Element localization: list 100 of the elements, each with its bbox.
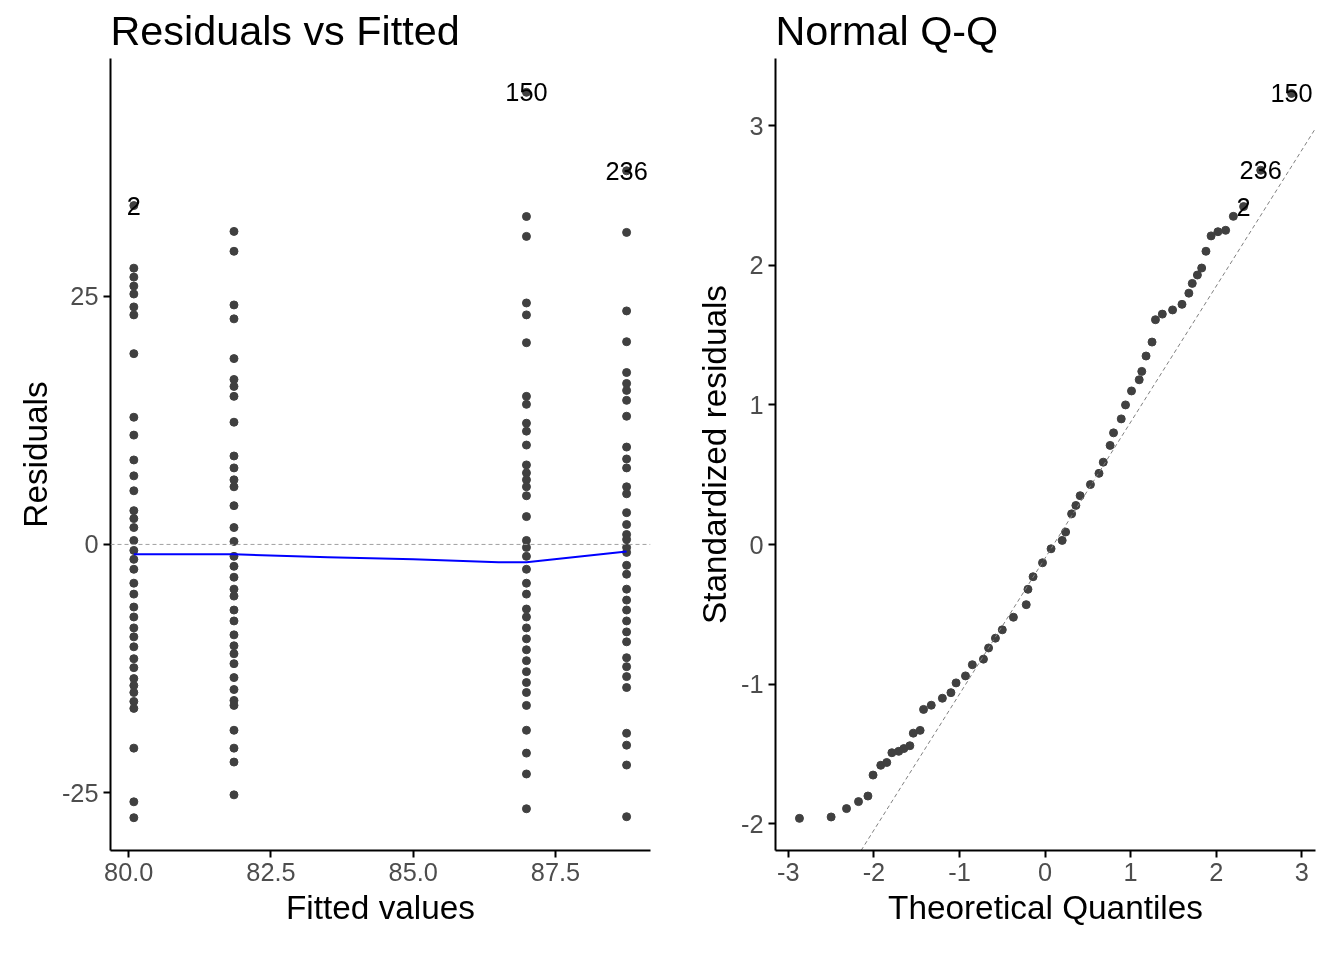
point — [129, 523, 139, 533]
point — [622, 560, 632, 570]
point — [521, 564, 531, 574]
point — [129, 471, 139, 481]
point — [229, 685, 239, 695]
point — [229, 605, 239, 615]
point — [521, 535, 531, 545]
point — [521, 748, 531, 758]
point — [129, 642, 139, 652]
annotation: 236 — [605, 156, 648, 185]
point — [521, 725, 531, 735]
point — [229, 451, 239, 461]
point — [229, 616, 239, 626]
x-tick-label: -2 — [862, 857, 886, 886]
point — [229, 572, 239, 582]
x-tick-label: 2 — [1209, 857, 1224, 886]
point — [521, 310, 531, 320]
point — [129, 545, 139, 555]
point — [521, 589, 531, 599]
point — [129, 486, 139, 496]
point — [521, 212, 531, 221]
point — [521, 338, 531, 348]
y-tick-label: 2 — [749, 251, 764, 280]
point — [622, 508, 632, 518]
point — [521, 688, 531, 697]
point — [129, 272, 139, 282]
point — [622, 728, 632, 738]
x-tick-label: 3 — [1294, 857, 1309, 886]
point — [229, 757, 239, 767]
point — [229, 246, 239, 256]
point — [129, 455, 139, 465]
point — [622, 411, 632, 421]
point — [129, 506, 139, 516]
point — [229, 584, 239, 594]
x-tick-label: -1 — [948, 857, 971, 886]
point — [622, 740, 632, 750]
point — [622, 337, 632, 347]
point — [622, 454, 632, 464]
point — [622, 489, 632, 499]
point — [229, 523, 239, 533]
x-tick-label: 87.5 — [530, 857, 581, 886]
point — [129, 412, 139, 422]
point — [229, 561, 239, 571]
point — [622, 627, 632, 637]
x-axis-title: Fitted values — [286, 888, 475, 926]
y-tick-label: 3 — [749, 111, 764, 140]
point — [521, 656, 531, 666]
point — [622, 584, 632, 594]
point — [229, 591, 239, 601]
point — [229, 354, 239, 364]
point — [229, 659, 239, 669]
point — [229, 226, 239, 236]
chart-title: Normal Q-Q — [775, 7, 999, 54]
point — [521, 612, 531, 622]
point — [521, 460, 531, 470]
point — [229, 630, 239, 640]
point — [622, 637, 632, 647]
point — [129, 813, 139, 823]
point — [521, 426, 531, 436]
point — [521, 391, 531, 401]
point — [521, 298, 531, 308]
point — [622, 378, 632, 388]
point — [521, 512, 531, 522]
annotation: 236 — [1239, 156, 1282, 185]
point — [129, 514, 139, 524]
y-tick-label: 1 — [749, 390, 764, 419]
point — [521, 700, 531, 710]
point — [129, 289, 139, 299]
x-axis-title: Theoretical Quantiles — [888, 888, 1203, 926]
point — [229, 641, 239, 651]
annotation: 150 — [505, 78, 548, 107]
x-tick-label: 85.0 — [388, 857, 438, 886]
point — [622, 227, 632, 237]
point — [521, 399, 531, 409]
point — [229, 463, 239, 473]
point — [129, 696, 139, 706]
point — [622, 605, 632, 615]
x-tick-label: 1 — [1123, 857, 1138, 886]
annotation: 150 — [1270, 79, 1313, 108]
point — [622, 595, 632, 605]
point — [129, 688, 139, 697]
point — [622, 760, 632, 770]
point — [129, 632, 139, 642]
y-axis-title: Residuals — [16, 381, 54, 528]
point — [129, 281, 139, 291]
point — [521, 551, 531, 561]
x-tick-label: 0 — [1038, 857, 1053, 886]
point — [129, 564, 139, 574]
point — [521, 231, 531, 241]
point — [622, 368, 632, 378]
point — [622, 653, 632, 663]
point — [521, 645, 531, 655]
point — [622, 616, 632, 626]
point — [129, 602, 139, 612]
y-tick-label: 0 — [84, 530, 99, 559]
point — [129, 302, 139, 312]
point — [521, 491, 531, 501]
point — [622, 306, 632, 316]
point — [129, 349, 139, 359]
point — [521, 634, 531, 644]
